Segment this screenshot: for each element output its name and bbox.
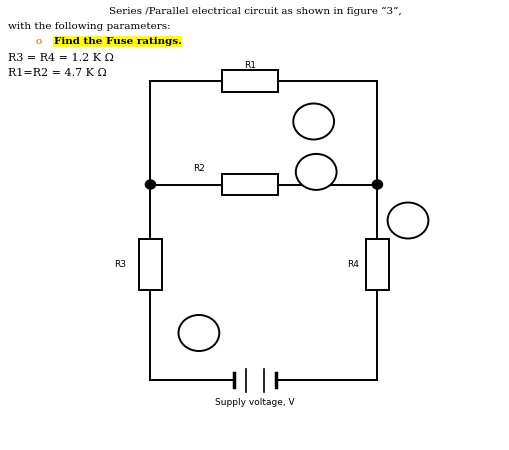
Circle shape (178, 315, 219, 351)
Circle shape (295, 154, 336, 190)
Text: TP 2: TP 2 (307, 167, 324, 176)
Text: R1: R1 (243, 61, 256, 70)
Bar (365, 238, 388, 290)
Circle shape (372, 180, 382, 189)
Text: R3: R3 (114, 260, 126, 269)
Text: TP 4: TP 4 (399, 216, 415, 225)
Text: R1=R2 = 4.7 K Ω: R1=R2 = 4.7 K Ω (8, 68, 106, 78)
Bar (221, 174, 277, 195)
Text: Find the Fuse ratings.: Find the Fuse ratings. (53, 37, 181, 46)
Bar (139, 238, 161, 290)
Text: TP 3: TP 3 (190, 328, 207, 338)
Circle shape (293, 104, 333, 140)
Text: R3 = R4 = 1.2 K Ω: R3 = R4 = 1.2 K Ω (8, 53, 114, 63)
Circle shape (145, 180, 155, 189)
Text: with the following parameters:: with the following parameters: (8, 22, 170, 31)
Text: Series /Parallel electrical circuit as shown in figure “3”,: Series /Parallel electrical circuit as s… (108, 7, 401, 16)
Text: R2: R2 (192, 164, 205, 173)
Text: Supply voltage, V: Supply voltage, V (215, 398, 294, 407)
Bar (221, 70, 277, 92)
Text: o: o (35, 37, 41, 46)
Text: TP 1: TP 1 (305, 117, 321, 126)
Text: R4: R4 (346, 260, 358, 269)
Circle shape (387, 202, 428, 238)
